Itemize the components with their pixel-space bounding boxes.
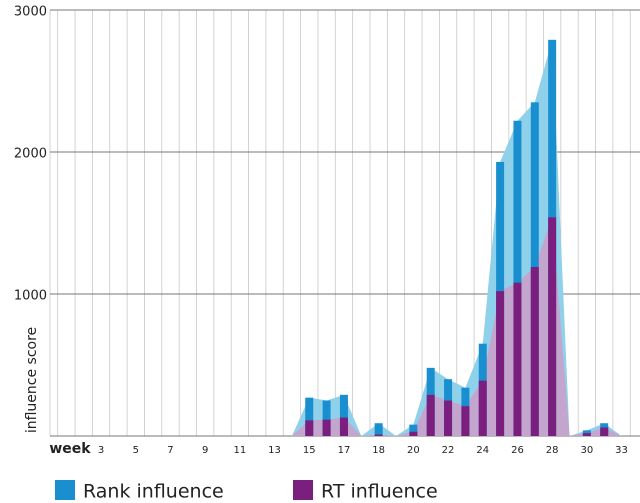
x-tick-label: 26	[511, 445, 524, 456]
y-tick-label: 2000	[14, 147, 47, 162]
x-tick-label: 5	[133, 445, 139, 456]
y-tick-label: 3000	[14, 5, 47, 20]
x-tick-label: 15	[303, 445, 316, 456]
bar	[305, 397, 314, 436]
x-tick-label: 3	[98, 445, 104, 456]
bar	[548, 217, 557, 436]
area	[396, 217, 570, 436]
bar	[374, 423, 383, 436]
x-tick-label: 11	[233, 445, 246, 456]
bar	[322, 419, 331, 436]
bar	[305, 420, 314, 436]
x-tick-label: 7	[167, 445, 173, 456]
bar	[322, 400, 331, 436]
legend-label: RT influence	[321, 481, 438, 503]
legend-swatch	[55, 480, 75, 500]
x-tick-label: 33	[615, 445, 628, 456]
x-axis-label: week	[49, 441, 91, 457]
x-tick-label: 20	[407, 445, 420, 456]
x-tick-label: 30	[580, 445, 593, 456]
legend-label: Rank influence	[83, 481, 224, 503]
x-tick-label: 18	[372, 445, 385, 456]
x-tick-label: 28	[546, 445, 559, 456]
x-tick-label: 24	[476, 445, 489, 456]
x-tick-label: 22	[442, 445, 455, 456]
bar	[339, 394, 348, 436]
bar	[374, 434, 383, 436]
y-axis-label: influence score	[24, 327, 40, 433]
bar	[409, 424, 418, 436]
bar	[530, 267, 539, 436]
legend-swatch	[293, 480, 313, 500]
bar	[426, 394, 435, 436]
y-tick-label: 1000	[14, 289, 47, 304]
area	[569, 427, 622, 436]
bar	[513, 120, 522, 436]
bar	[582, 433, 591, 436]
x-tick-label: 9	[202, 445, 208, 456]
bar	[478, 380, 487, 436]
bar	[409, 431, 418, 436]
x-tick-label: 13	[268, 445, 281, 456]
x-tick-label: 17	[338, 445, 351, 456]
bar	[496, 291, 505, 436]
bar	[339, 417, 348, 436]
bar	[444, 400, 453, 436]
bar	[461, 406, 470, 436]
bar	[513, 282, 522, 436]
bar	[600, 427, 609, 436]
